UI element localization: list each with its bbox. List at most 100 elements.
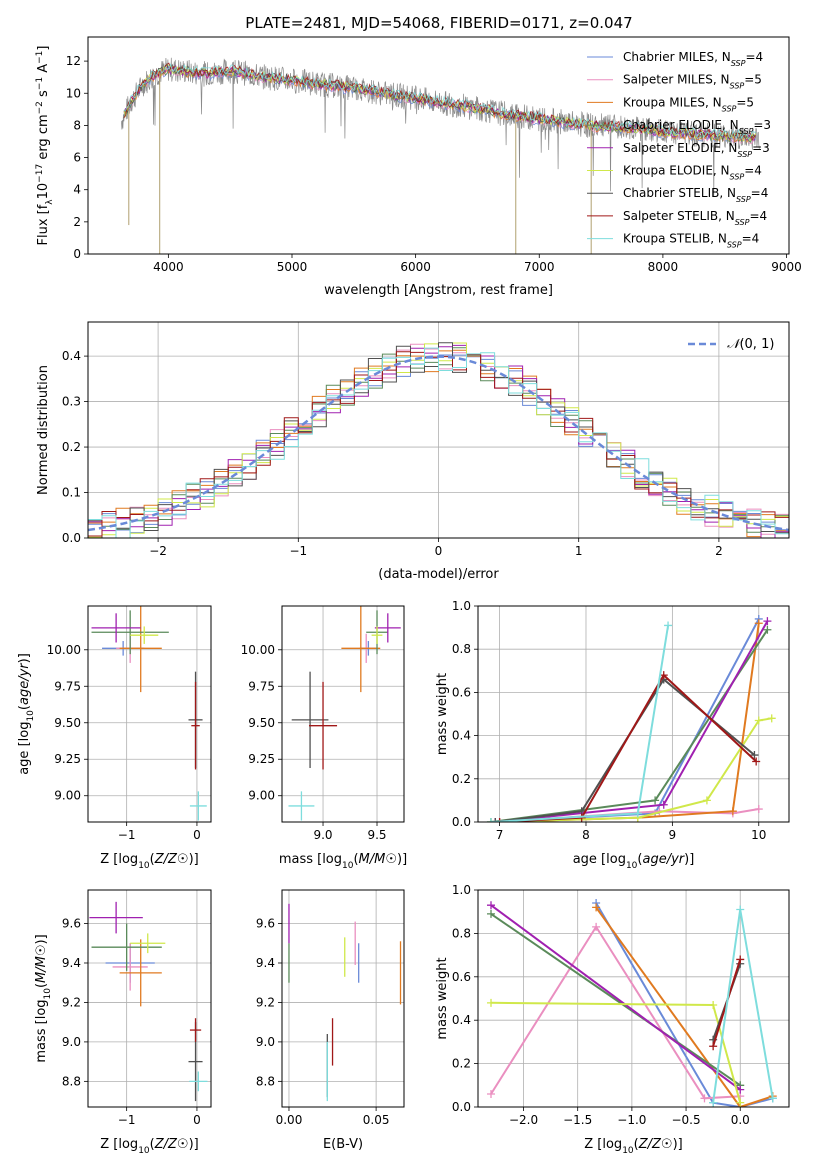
- y-tick-label: 1.0: [452, 883, 471, 897]
- weight-marker: [486, 818, 495, 822]
- y-tick-label: 8.8: [256, 1074, 275, 1088]
- y-tick-label: 9.25: [54, 752, 81, 766]
- panel-mass-vs-ebv: 0.00 0.05 8.8 9.0 9.2 9.4 9.6 E(B-V): [256, 889, 405, 1152]
- panel-weight-vs-age: 7 8 9 10 0.0 0.2 0.4 0.6 0.8 1.0 age [log10(age/yr…: [435, 599, 790, 871]
- x-tick-label: −1: [289, 544, 307, 558]
- axes-frame: [281, 605, 405, 823]
- y-tick-label: 9.4: [62, 956, 81, 970]
- x-axis-label: age [log10(age/yr)]: [573, 852, 695, 871]
- legend-entry: Kroupa MILES, NSSP=5: [623, 95, 754, 113]
- y-axis-label: mass weight: [435, 957, 450, 1039]
- weight-marker: [736, 905, 745, 914]
- x-tick-label: 7: [496, 828, 504, 842]
- y-tick-label: 1.0: [452, 599, 471, 613]
- x-tick-label: −1: [118, 1113, 136, 1127]
- weight-marker: [752, 757, 761, 766]
- plot-area: [487, 899, 777, 1107]
- x-tick-label: 9: [669, 828, 677, 842]
- x-axis-label: Z [log10(Z/Z☉)]: [584, 1137, 682, 1156]
- x-tick-label: −1.5: [563, 1113, 592, 1127]
- weight-line-3: [490, 629, 769, 822]
- axes-frame: [87, 605, 212, 823]
- x-axis-label: wavelength [Angstrom, rest frame]: [324, 283, 553, 298]
- y-tick-label: 0.0: [62, 531, 81, 545]
- y-tick-label: 9.50: [248, 716, 275, 730]
- y-tick-label: 9.25: [248, 752, 275, 766]
- plot-area: [486, 614, 776, 822]
- x-tick-label: 10: [751, 828, 766, 842]
- weight-marker: [768, 1094, 777, 1103]
- weight-marker: [767, 714, 776, 723]
- x-axis-label: mass [log10(M/M☉)]: [279, 852, 407, 871]
- weight-marker: [709, 1042, 718, 1051]
- x-tick-label: 8: [582, 828, 590, 842]
- y-tick-label: 9.4: [256, 956, 275, 970]
- y-tick-label: 0.2: [452, 1057, 471, 1071]
- weight-marker: [487, 909, 496, 918]
- axes-frame: [87, 36, 790, 255]
- weight-marker: [651, 796, 660, 805]
- y-tick-label: 0.4: [62, 349, 81, 363]
- weight-line-2: [595, 906, 774, 1107]
- figure-title: PLATE=2481, MJD=54068, FIBERID=0171, z=0…: [245, 14, 632, 32]
- y-tick-label: 9.75: [248, 679, 275, 693]
- panel-age-vs-mass: 9.0 9.5 9.00 9.25 9.50 9.75 10.00 mass [log10(M…: [241, 605, 407, 871]
- x-tick-label: −0.5: [671, 1113, 700, 1127]
- weight-line-5: [490, 1001, 742, 1103]
- axes-frame: [87, 321, 790, 539]
- weight-marker: [592, 903, 601, 912]
- y-tick-label: 8.8: [62, 1074, 81, 1088]
- x-tick-label: 0.0: [731, 1113, 750, 1127]
- legend-entry: Kroupa STELIB, NSSP=4: [623, 232, 759, 250]
- y-tick-label: 9.00: [54, 789, 81, 803]
- y-tick-label: 0.0: [452, 1100, 471, 1114]
- x-tick-label: 0: [435, 544, 443, 558]
- y-tick-label: 9.2: [62, 995, 81, 1009]
- y-tick-label: 10: [66, 86, 81, 100]
- y-tick-label: 0.8: [452, 926, 471, 940]
- y-tick-label: 12: [66, 54, 81, 68]
- x-tick-label: 9.0: [313, 828, 332, 842]
- legend-entry: Chabrier STELIB, NSSP=4: [623, 186, 768, 204]
- weight-marker: [487, 1089, 496, 1098]
- weight-line-1: [490, 925, 741, 1100]
- x-axis-label: Z [log10(Z/Z☉)]: [100, 852, 198, 871]
- weight-marker: [702, 796, 711, 805]
- y-axis-label: mass weight: [435, 673, 450, 755]
- x-tick-label: 0: [193, 828, 201, 842]
- legend-entry: Chabrier MILES, NSSP=4: [623, 50, 763, 68]
- x-tick-label: 0.00: [276, 1113, 303, 1127]
- y-tick-label: 0.4: [452, 729, 471, 743]
- legend-entry: Salpeter STELIB, NSSP=4: [623, 209, 767, 227]
- plot-area: [288, 606, 401, 821]
- panel-residuals: −2 −1 0 1 2 0.0 0.1 0.2 0.3 0.4 (data-model)/error…: [36, 321, 790, 582]
- y-tick-label: 9.6: [62, 917, 81, 931]
- weight-marker: [495, 818, 504, 822]
- y-axis-label: Normed distribution: [36, 365, 51, 495]
- weight-line-4: [490, 904, 741, 1091]
- plot-area: [288, 903, 402, 1102]
- legend-entry: Salpeter ELODIE, NSSP=3: [623, 141, 770, 159]
- x-tick-label: 1: [575, 544, 583, 558]
- normal-curve: [88, 355, 789, 532]
- y-tick-label: 9.00: [248, 789, 275, 803]
- weight-line-4: [495, 620, 769, 822]
- x-tick-label: 2: [715, 544, 723, 558]
- x-tick-label: 9.5: [367, 828, 386, 842]
- plot-area: [89, 901, 208, 1102]
- axes-frame: [87, 889, 212, 1108]
- x-tick-label: 8000: [648, 260, 679, 274]
- plot-area: [88, 342, 789, 538]
- y-axis-label: Flux [fλ10−17 erg cm−2 s−1 A−1]: [35, 46, 55, 246]
- y-tick-label: 4: [73, 183, 81, 197]
- x-tick-label: −2.0: [509, 1113, 538, 1127]
- x-tick-label: −1.0: [617, 1113, 646, 1127]
- y-tick-label: 9.75: [54, 679, 81, 693]
- y-axis-label: mass [log10(M/M☉)]: [34, 934, 53, 1062]
- axes-frame: [477, 605, 790, 823]
- y-tick-label: 9.0: [256, 1035, 275, 1049]
- weight-marker: [736, 1098, 745, 1107]
- weight-marker: [491, 818, 500, 822]
- weight-marker: [754, 716, 763, 725]
- x-tick-label: 7000: [524, 260, 555, 274]
